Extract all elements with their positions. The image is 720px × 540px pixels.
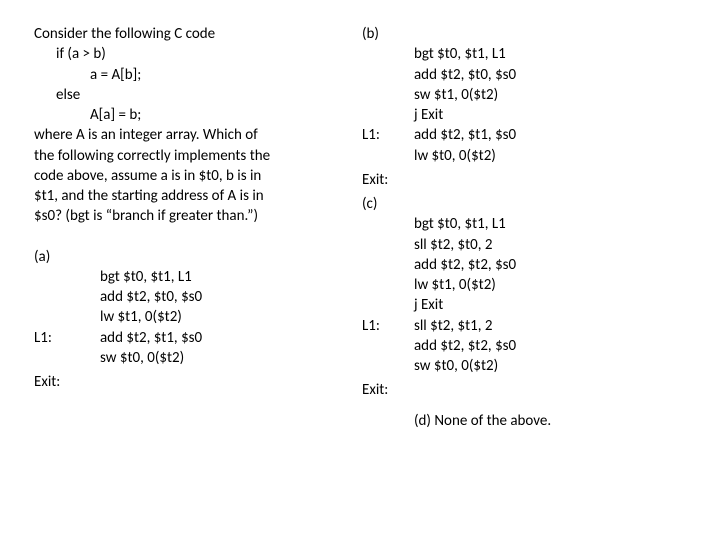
option-c-label: (c): [362, 194, 404, 214]
asm-line: lw $t1, 0($t2): [34, 307, 344, 327]
asm-line: lw $t0, 0($t2): [414, 146, 682, 166]
asm-line: sll $t2, $t0, 2: [414, 235, 682, 255]
question-line: else: [34, 85, 344, 105]
asm-label: Exit:: [362, 170, 404, 190]
question-line: Consider the following C code: [34, 24, 344, 44]
option-b-label: (b): [362, 24, 404, 44]
asm-line: bgt $t0, $t1, L1: [414, 44, 682, 64]
columns: Consider the following C code if (a > b)…: [34, 24, 686, 431]
asm-line: sw $t0, 0($t2): [34, 348, 344, 368]
asm-label: L1:: [362, 125, 404, 145]
option-d-text: (d) None of the above.: [414, 411, 682, 431]
right-column: (b) L1: Exit: (c) L1:: [362, 24, 682, 431]
question-line: $s0? (bgt is “branch if greater than.”): [34, 206, 344, 226]
question-line: the following correctly implements the: [34, 146, 344, 166]
asm-line: add $t2, $t1, $s0: [100, 328, 202, 348]
asm-line: sw $t1, 0($t2): [414, 85, 682, 105]
question-line: where A is an integer array. Which of: [34, 125, 344, 145]
asm-line: bgt $t0, $t1, L1: [34, 267, 344, 287]
asm-label: Exit:: [34, 372, 344, 392]
asm-line: bgt $t0, $t1, L1: [414, 214, 682, 234]
asm-line: add $t2, $t2, $s0: [414, 255, 682, 275]
option-a-label: (a): [34, 247, 344, 267]
question-line: code above, assume a is in $t0, b is in: [34, 166, 344, 186]
right-labels-col: (b) L1: Exit: (c) L1:: [362, 24, 404, 431]
asm-line: add $t2, $t0, $s0: [414, 65, 682, 85]
asm-label: L1:: [34, 328, 100, 348]
asm-line: add $t2, $t0, $s0: [34, 287, 344, 307]
question-line: $t1, and the starting address of A is in: [34, 186, 344, 206]
right-code-col: bgt $t0, $t1, L1 add $t2, $t0, $s0 sw $t…: [414, 24, 682, 431]
asm-line: lw $t1, 0($t2): [414, 275, 682, 295]
question-line: a = A[b];: [34, 65, 344, 85]
asm-line: add $t2, $t1, $s0: [414, 125, 682, 145]
question-line: A[a] = b;: [34, 105, 344, 125]
asm-row: L1: add $t2, $t1, $s0: [34, 328, 344, 348]
asm-line: add $t2, $t2, $s0: [414, 336, 682, 356]
asm-line: j Exit: [414, 105, 682, 125]
asm-label: L1:: [362, 316, 404, 336]
slide: Consider the following C code if (a > b)…: [0, 0, 720, 540]
asm-line: sw $t0, 0($t2): [414, 356, 682, 376]
question-line: if (a > b): [34, 44, 344, 64]
asm-line: j Exit: [414, 295, 682, 315]
asm-label: Exit:: [362, 380, 404, 400]
left-column: Consider the following C code if (a > b)…: [34, 24, 344, 431]
asm-line: sll $t2, $t1, 2: [414, 316, 682, 336]
